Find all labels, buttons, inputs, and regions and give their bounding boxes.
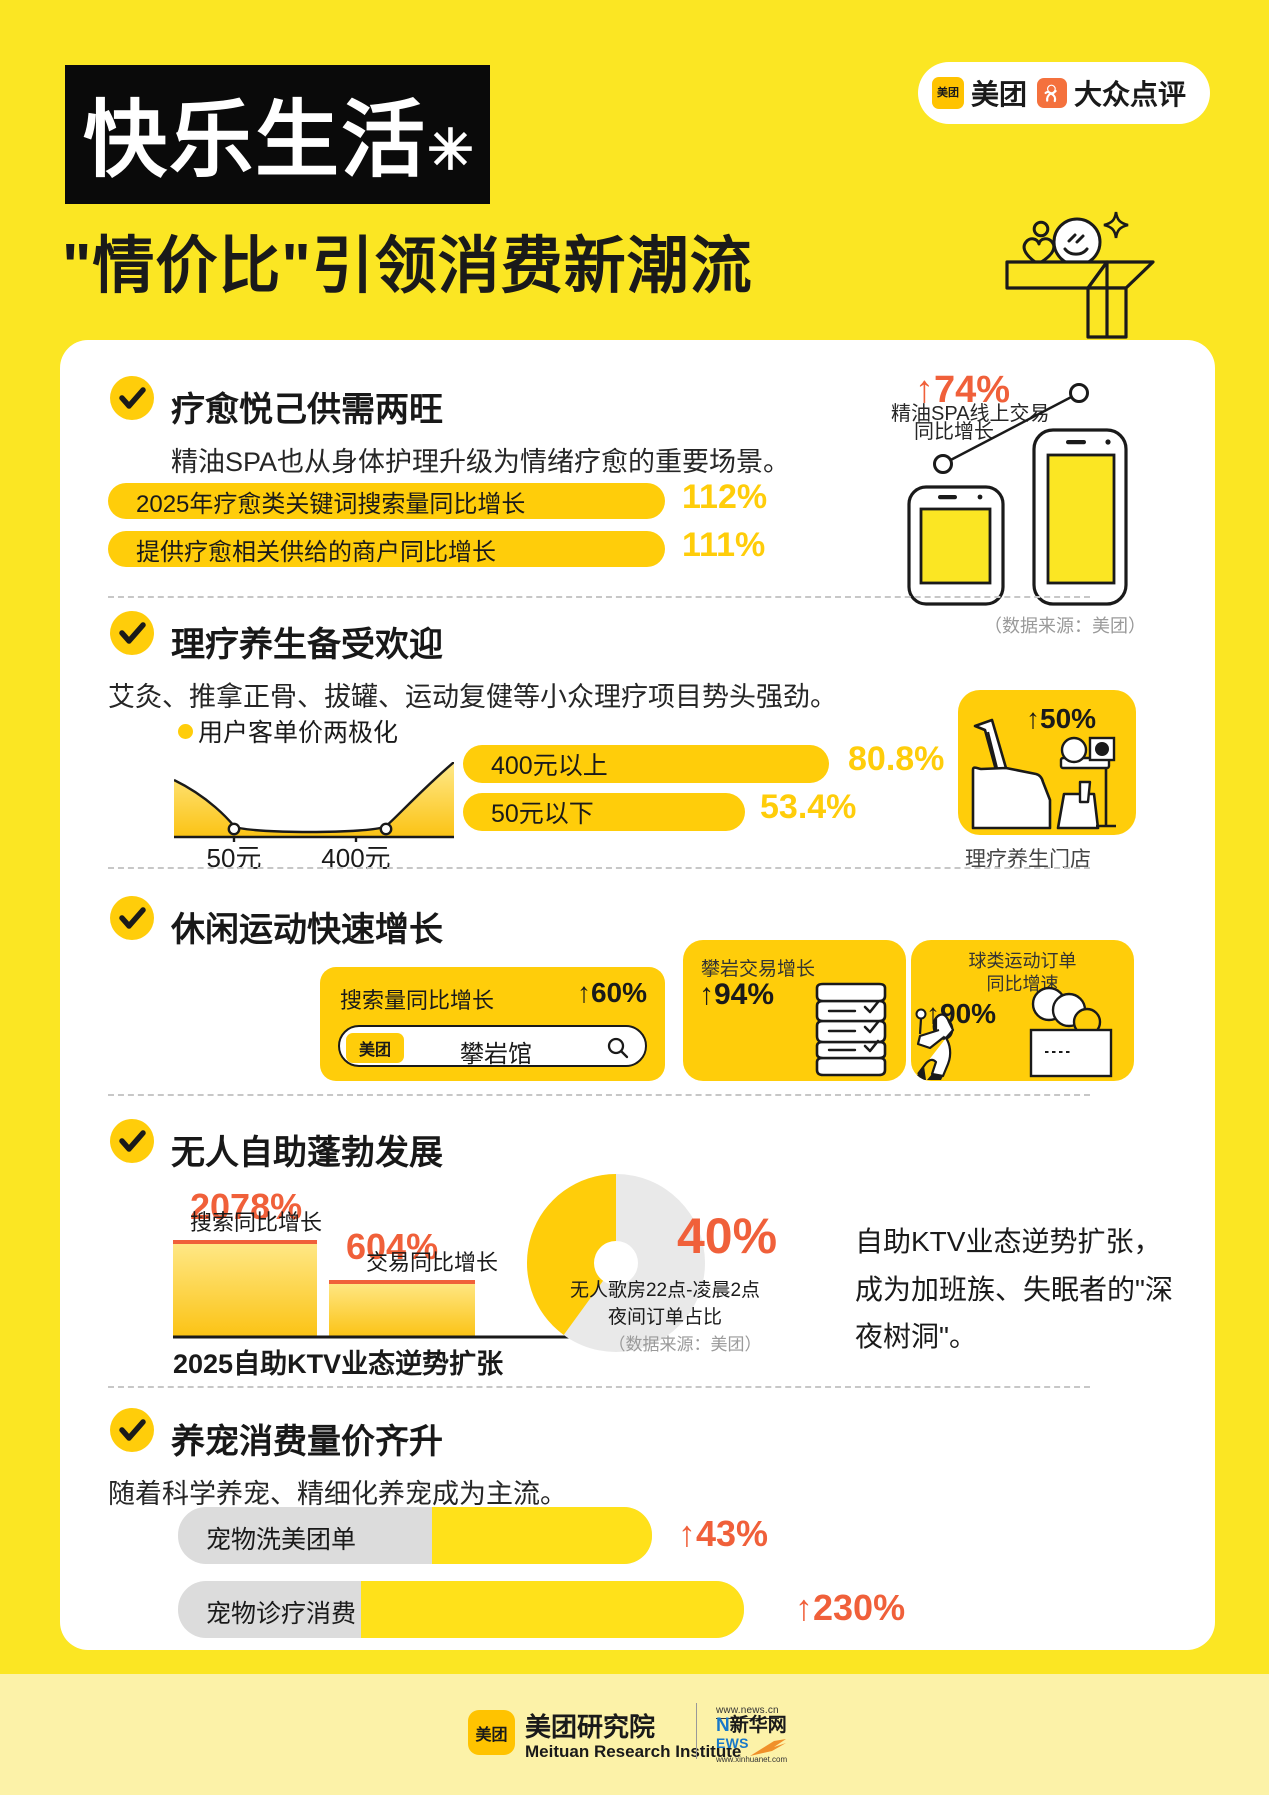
svg-text:（数据来源：美团）: （数据来源：美团）: [984, 616, 1146, 636]
svg-text:同比增长: 同比增长: [914, 420, 994, 443]
